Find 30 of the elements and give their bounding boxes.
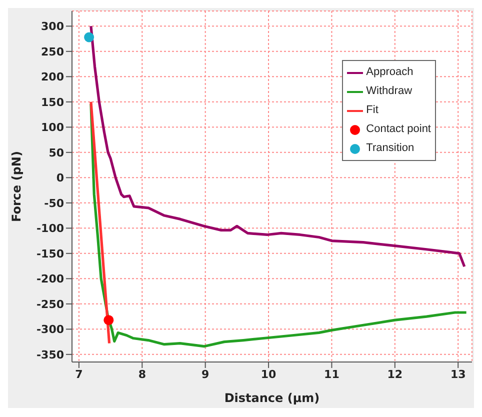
y-tick-label: 200 (41, 70, 64, 84)
legend-label: Transition (366, 141, 414, 156)
x-tick-label: 13 (450, 368, 466, 381)
y-tick-label: -300 (36, 323, 64, 336)
legend-label: Approach (366, 65, 414, 80)
x-tick-label: 11 (324, 368, 340, 381)
line-series (90, 24, 466, 268)
y-tick-label: -50 (44, 196, 64, 210)
y-tick-label: 300 (41, 20, 64, 34)
legend-label: Withdraw (366, 84, 412, 99)
legend-label: Contact point (366, 122, 431, 137)
y-tick-label: -150 (36, 247, 64, 260)
y-tick-label: -350 (36, 348, 64, 362)
x-tick-label: 9 (202, 368, 210, 381)
y-axis-title: Force (pN) (9, 151, 24, 222)
x-tick-label: 8 (138, 368, 146, 381)
y-tick-label: 250 (41, 45, 64, 58)
legend-label: Fit (366, 103, 378, 118)
y-tick-label: -100 (36, 222, 64, 236)
x-tick-label: 7 (75, 368, 83, 381)
x-axis-title: Distance (μm) (224, 391, 320, 405)
y-tick-label: 0 (56, 172, 64, 185)
x-tick-label: 10 (260, 368, 277, 381)
y-tick-label: -250 (36, 298, 64, 311)
y-tick-label: 50 (48, 146, 64, 160)
y-tick-label: 100 (41, 121, 64, 134)
y-tick-label: -200 (36, 272, 64, 286)
x-tick-label: 12 (387, 368, 403, 381)
y-tick-label: 150 (41, 96, 64, 109)
line-series (90, 102, 468, 348)
